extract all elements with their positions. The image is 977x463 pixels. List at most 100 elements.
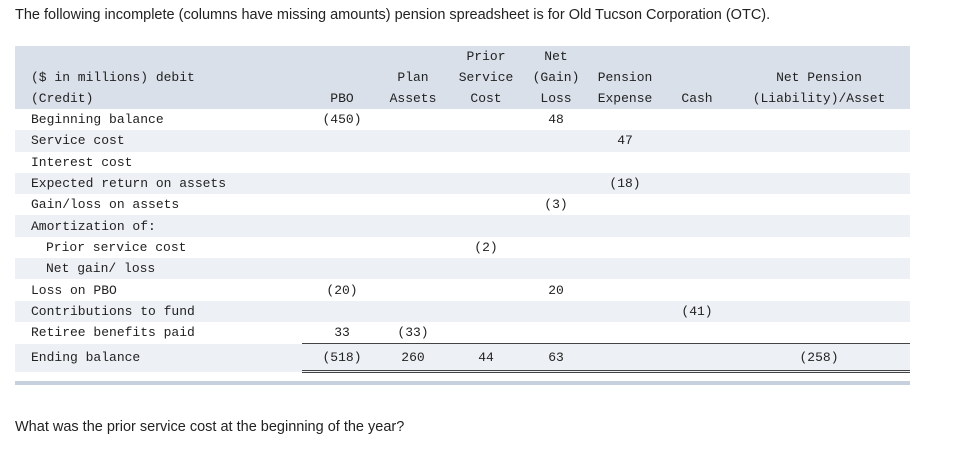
cell-pension-expense: (18)	[609, 176, 641, 192]
cell-cash	[666, 215, 728, 236]
cell-net-pension	[728, 109, 910, 130]
header-row-3: (Credit) PBO Assets Cost Loss Expense Ca…	[15, 88, 910, 109]
cell-pension-expense	[584, 343, 666, 374]
cell-net-gain-loss: (3)	[544, 197, 568, 213]
cell-cash	[666, 343, 728, 374]
cell-cash	[666, 258, 728, 279]
header-row-2: ($ in millions) debit Plan Service (Gain…	[15, 67, 910, 88]
table-row: Contributions to fund (41)	[15, 300, 910, 322]
cell-pbo	[302, 173, 382, 194]
header-pension-expense-1: Pension	[597, 70, 653, 85]
table-row: Gain/loss on assets (3)	[15, 194, 910, 215]
cell-pbo	[302, 258, 382, 279]
cell-cash	[666, 130, 728, 151]
table-row: Expected return on assets (18)	[15, 172, 910, 195]
header-net-gain-loss-3: Loss	[540, 91, 572, 106]
cell-plan-assets: (33)	[382, 321, 444, 345]
header-credit-label: (Credit)	[31, 91, 94, 106]
table-row: Beginning balance (450) 48	[15, 109, 910, 130]
cell-prior-service-cost: (2)	[474, 239, 498, 255]
cell-cash	[666, 173, 728, 194]
cell-pbo: 33	[302, 321, 382, 345]
cell-plan-assets	[382, 109, 444, 130]
cell-prior-service-cost	[444, 279, 528, 300]
table-row: Amortization of:	[15, 215, 910, 237]
row-label: Loss on PBO	[31, 282, 117, 298]
cell-plan-assets	[382, 237, 444, 258]
cell-prior-service-cost	[444, 173, 528, 194]
cell-plan-assets	[382, 152, 444, 173]
header-units-label: ($ in millions) debit	[31, 70, 195, 85]
header-net-gain-loss-1: Net	[544, 49, 568, 64]
table-body: Beginning balance (450) 48 Service cost …	[15, 109, 910, 374]
cell-cash: (41)	[681, 303, 713, 319]
cell-prior-service-cost	[444, 321, 528, 345]
cell-net-pension	[728, 279, 910, 300]
cell-pbo	[302, 152, 382, 173]
header-prior-service-cost-3: Cost	[470, 91, 502, 106]
header-plan-assets-1: Plan	[397, 70, 429, 85]
cell-cash	[666, 279, 728, 300]
cell-net-gain-loss	[528, 258, 584, 279]
row-label: Gain/loss on assets	[31, 197, 180, 213]
cell-pension-expense	[584, 237, 666, 258]
cell-pbo	[302, 130, 382, 151]
cell-pbo: (20)	[326, 282, 358, 298]
cell-plan-assets	[382, 279, 444, 300]
cell-pension-expense	[584, 301, 666, 322]
row-label: Retiree benefits paid	[31, 325, 195, 341]
cell-plan-assets: 260	[382, 343, 444, 374]
header-pension-expense-2: Expense	[597, 91, 653, 106]
row-label: Ending balance	[31, 350, 141, 366]
cell-pension-expense	[584, 152, 666, 173]
cell-pbo	[302, 194, 382, 215]
cell-cash	[666, 152, 728, 173]
cell-net-gain-loss	[528, 152, 584, 173]
header-net-pension-2: (Liability)/Asset	[752, 91, 886, 106]
cell-net-gain-loss: 63	[528, 343, 584, 374]
cell-cash	[666, 237, 728, 258]
cell-net-gain-loss	[528, 130, 584, 151]
cell-net-pension	[728, 173, 910, 194]
table-row: Loss on PBO (20) 20	[15, 279, 910, 300]
header-net-pension-1: Net Pension	[776, 70, 862, 85]
cell-net-pension	[728, 258, 910, 279]
table-row: Service cost 47	[15, 130, 910, 152]
cell-plan-assets	[382, 215, 444, 236]
header-prior-service-cost-2: Service	[458, 70, 514, 85]
cell-net-pension	[728, 301, 910, 322]
cell-net-pension: (258)	[728, 343, 910, 374]
row-label: Net gain/ loss	[46, 261, 156, 277]
cell-pbo	[302, 237, 382, 258]
header-pbo: PBO	[330, 91, 354, 106]
cell-cash	[666, 321, 728, 345]
cell-prior-service-cost	[444, 215, 528, 236]
header-cash: Cash	[681, 91, 713, 106]
row-label: Prior service cost	[46, 239, 187, 255]
cell-net-pension	[728, 237, 910, 258]
cell-net-pension	[728, 130, 910, 151]
cell-pension-expense	[584, 194, 666, 215]
table-row: Prior service cost (2)	[15, 237, 910, 258]
cell-net-gain-loss	[528, 215, 584, 236]
cell-net-gain-loss	[528, 321, 584, 345]
cell-cash	[666, 109, 728, 130]
intro-text: The following incomplete (columns have m…	[15, 7, 771, 23]
cell-prior-service-cost	[444, 109, 528, 130]
row-label: Interest cost	[31, 154, 133, 170]
table-row: Retiree benefits paid 33 (33)	[15, 321, 910, 345]
cell-pension-expense	[584, 258, 666, 279]
cell-cash	[666, 194, 728, 215]
cell-pbo: (450)	[322, 112, 362, 128]
row-label: Amortization of:	[31, 218, 156, 234]
cell-prior-service-cost	[444, 194, 528, 215]
row-label: Service cost	[31, 133, 125, 149]
pension-table: Prior Net ($ in millions) debit Plan Ser…	[15, 46, 910, 374]
cell-prior-service-cost	[444, 130, 528, 151]
header-net-gain-loss-2: (Gain)	[532, 70, 580, 85]
cell-pension-expense	[584, 109, 666, 130]
table-bottom-rule	[15, 381, 910, 386]
cell-prior-service-cost	[444, 258, 528, 279]
cell-pbo	[302, 301, 382, 322]
header-prior-service-cost-1: Prior	[466, 49, 506, 64]
